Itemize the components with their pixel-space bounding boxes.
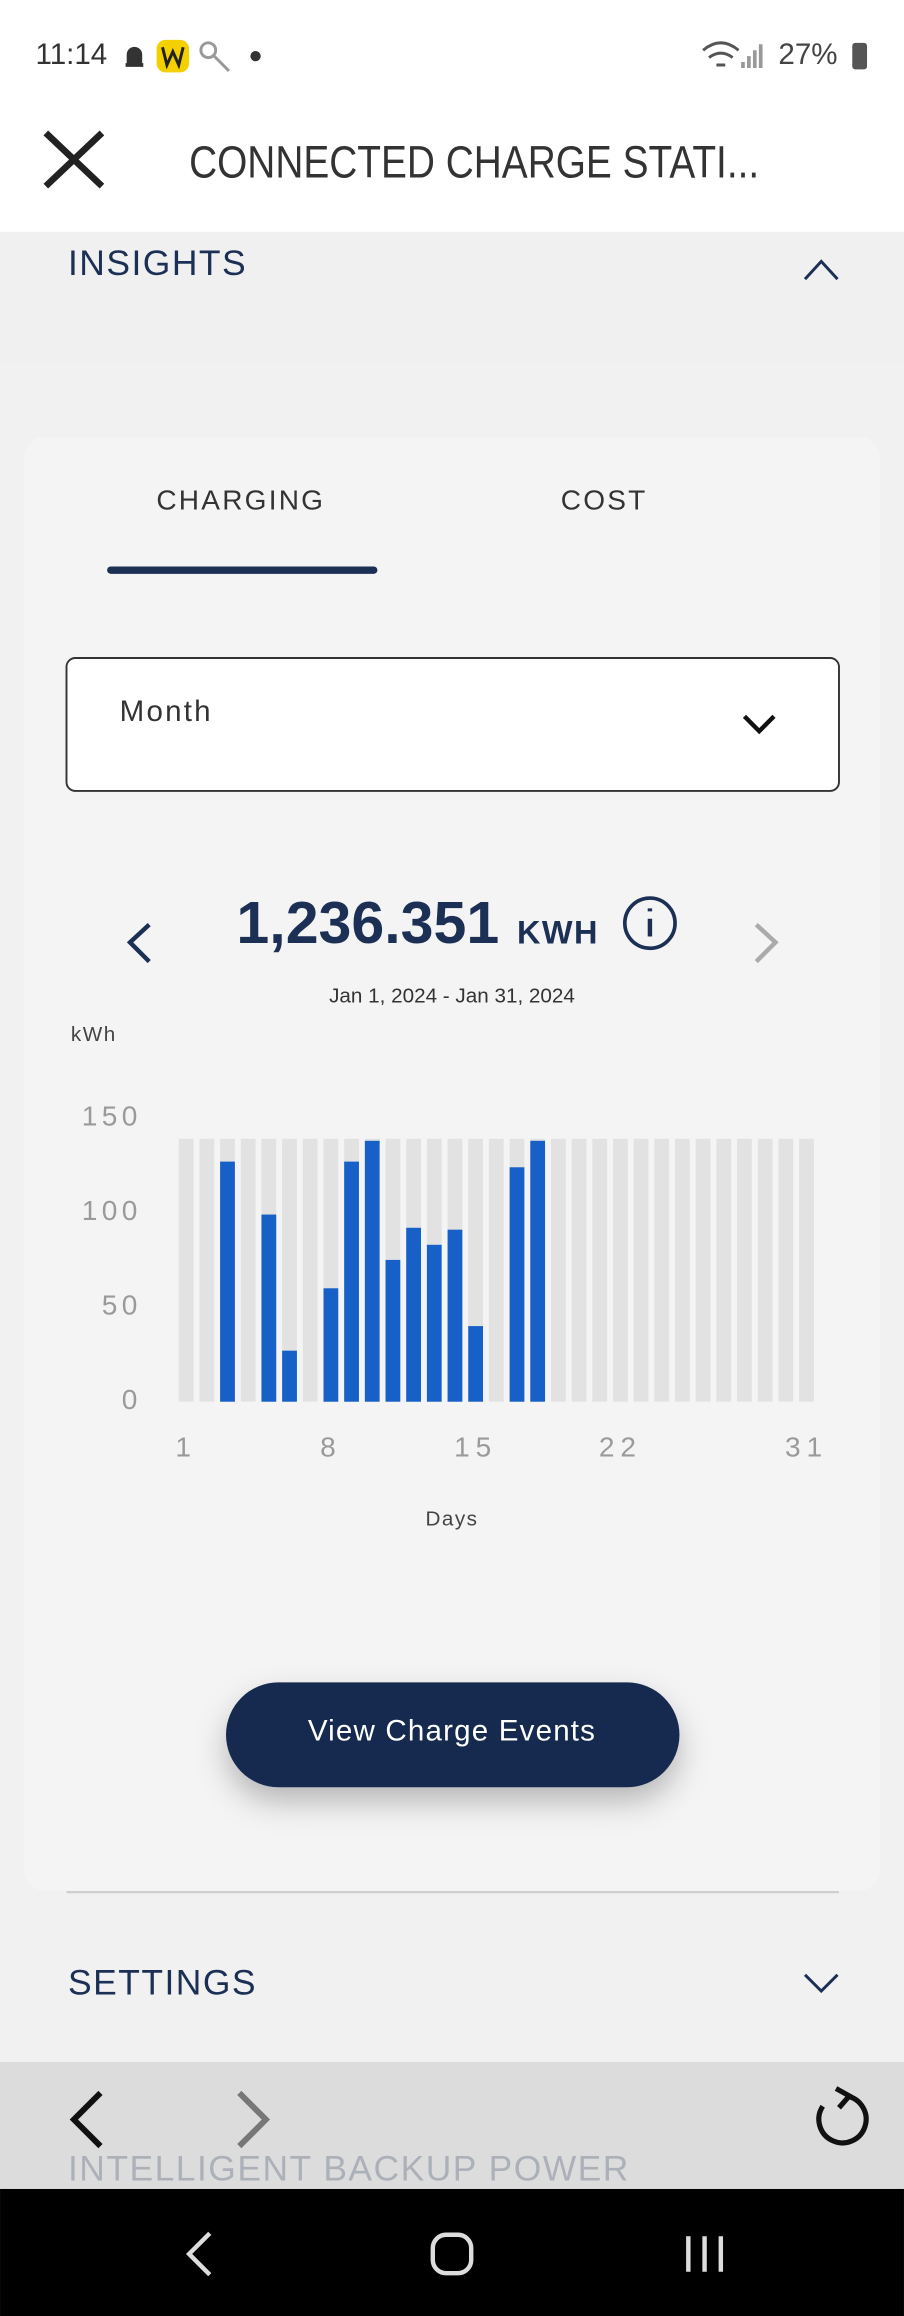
total-value: 1,236.351 — [236, 890, 499, 956]
date-range: Jan 1, 2024 - Jan 31, 2024 — [329, 984, 575, 1007]
bar-track — [757, 1138, 773, 1402]
app-icon — [156, 39, 190, 73]
bar — [509, 1167, 525, 1402]
y-axis-label: kWh — [71, 1023, 117, 1046]
bar-track — [799, 1138, 814, 1402]
bar — [220, 1161, 235, 1402]
x-tick-label: 1 — [175, 1431, 197, 1462]
y-tick-label: 150 — [82, 1101, 142, 1132]
browser-back[interactable] — [69, 2090, 103, 2149]
x-tick-label: 8 — [320, 1431, 342, 1462]
bar-track — [633, 1138, 649, 1402]
bar-track — [778, 1138, 794, 1402]
bar — [385, 1259, 401, 1402]
reload[interactable] — [816, 2093, 869, 2146]
nav-bar — [0, 2188, 904, 2316]
app-icon-w — [161, 46, 185, 70]
tab[interactable]: COST — [561, 485, 648, 516]
bar-track — [240, 1138, 256, 1402]
dot — [250, 50, 261, 62]
bar-track — [612, 1138, 628, 1402]
bar — [406, 1227, 421, 1402]
nav-recents[interactable] — [686, 2236, 724, 2272]
key-icon — [213, 55, 231, 72]
view-charge-events-button[interactable] — [226, 1682, 680, 1788]
y-tick-label: 100 — [82, 1195, 142, 1226]
browser-toolbar — [0, 2061, 904, 2189]
signal-icon — [741, 44, 763, 68]
y-tick-label: 0 — [122, 1384, 142, 1415]
bar-track — [282, 1138, 297, 1402]
next-section-title: INTELLIGENT BACKUP POWER — [68, 2149, 630, 2189]
clock: 11:14 — [35, 38, 107, 71]
insights-header[interactable] — [0, 231, 904, 362]
bar-track — [550, 1138, 566, 1402]
bar — [344, 1161, 359, 1402]
bar-track — [716, 1138, 732, 1402]
info-icon[interactable] — [622, 896, 677, 951]
bar-track — [592, 1138, 608, 1402]
x-axis-label: Days — [426, 1507, 479, 1530]
y-tick-label: 50 — [102, 1290, 142, 1321]
bar-track — [654, 1138, 670, 1402]
bar — [447, 1229, 463, 1402]
prev-period[interactable] — [126, 922, 151, 964]
collapse-icon[interactable] — [803, 259, 839, 281]
settings-title[interactable]: SETTINGS — [68, 1963, 257, 2003]
dropdown-value: Month — [120, 695, 213, 728]
bar — [282, 1350, 297, 1402]
bar-track — [675, 1138, 690, 1402]
bar — [468, 1326, 484, 1402]
bar-track — [178, 1138, 194, 1402]
bar-track — [571, 1138, 587, 1402]
next-period[interactable] — [754, 922, 779, 964]
bar — [323, 1288, 339, 1402]
top-bar — [0, 0, 904, 232]
key-icon — [199, 41, 218, 60]
bar-track — [695, 1138, 711, 1402]
battery-icon — [852, 42, 868, 70]
bar — [426, 1244, 442, 1402]
bar-track — [302, 1138, 318, 1402]
nav-back[interactable] — [185, 2231, 212, 2277]
bell-icon — [125, 46, 144, 67]
dropdown-chevron — [742, 714, 776, 735]
bar-track — [199, 1138, 215, 1402]
browser-forward[interactable] — [237, 2090, 271, 2149]
insights-title: INSIGHTS — [68, 243, 247, 283]
page-title: CONNECTED CHARGE STATI... — [189, 137, 759, 188]
close-button[interactable] — [43, 130, 105, 189]
bar-track — [488, 1138, 504, 1402]
wifi-icon — [702, 41, 740, 67]
reload-arrow — [834, 2086, 854, 2110]
x-tick-label: 31 — [785, 1431, 828, 1462]
x-tick-label: 22 — [599, 1431, 642, 1462]
total-unit: KWH — [517, 915, 599, 951]
expand-icon[interactable] — [803, 1973, 839, 1994]
button-label: View Charge Events — [308, 1714, 596, 1747]
battery-text: 27% — [778, 38, 837, 71]
bar-track — [737, 1138, 752, 1402]
x-tick-label: 15 — [454, 1431, 497, 1462]
nav-home[interactable] — [430, 2232, 474, 2276]
dropdown[interactable] — [65, 657, 840, 792]
bar — [261, 1214, 277, 1402]
bar — [530, 1140, 546, 1402]
bar — [364, 1140, 380, 1402]
bar-chart: 0 50 100 150 1 8 15 22 31 — [82, 1101, 828, 1463]
tab[interactable]: CHARGING — [156, 485, 325, 516]
